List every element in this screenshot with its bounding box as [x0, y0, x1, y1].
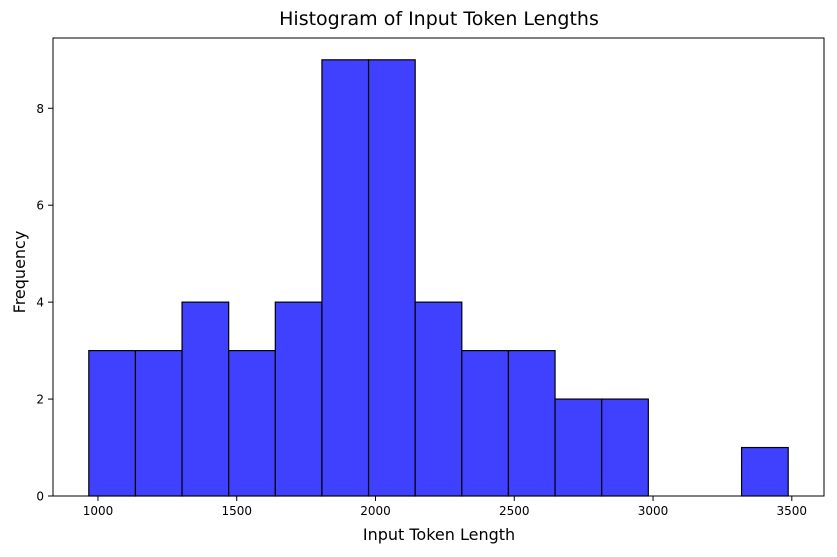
chart-title: Histogram of Input Token Lengths [279, 8, 599, 30]
axes-layer: 1000 1500 2000 2500 3000 3500 0 2 4 6 8 [36, 37, 825, 518]
y-tick-label: 2 [36, 393, 44, 407]
histogram-bar [88, 350, 137, 497]
x-tick-label: 3000 [638, 504, 669, 518]
x-axis-label: Input Token Length [363, 525, 515, 544]
x-tick-label: 3500 [777, 504, 808, 518]
histogram-bar [321, 59, 370, 497]
histogram-bar [274, 301, 323, 497]
histogram-bar [507, 350, 556, 497]
y-tick-label: 8 [36, 102, 44, 116]
y-axis-label: Frequency [10, 231, 29, 314]
x-tick-label: 2500 [499, 504, 530, 518]
x-tick-label: 1500 [221, 504, 252, 518]
plot-frame [52, 37, 825, 497]
histogram-bar [181, 301, 230, 497]
y-tick-label: 6 [36, 199, 44, 213]
histogram-bar [134, 350, 183, 497]
histogram-bar [554, 398, 603, 497]
histogram-bar [228, 350, 276, 497]
histogram-bar [461, 350, 510, 497]
y-tick-label: 4 [36, 296, 44, 310]
bars-layer [88, 59, 789, 497]
histogram-bar [367, 59, 416, 497]
histogram-bar [414, 301, 463, 497]
x-tick-label: 1000 [83, 504, 114, 518]
x-tick-label: 2000 [360, 504, 391, 518]
y-tick-label: 0 [36, 490, 44, 504]
histogram-bar [601, 398, 649, 497]
histogram-bar [740, 446, 789, 497]
